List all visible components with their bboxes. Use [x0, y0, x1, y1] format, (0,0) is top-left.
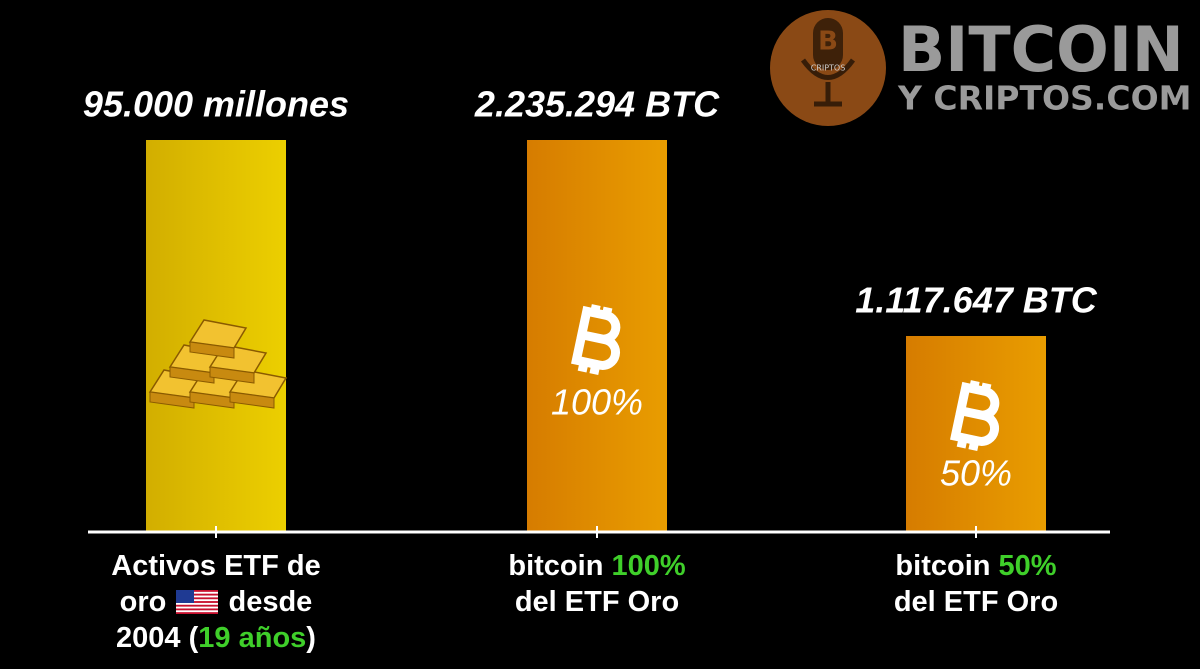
label-part: 100%: [611, 550, 686, 582]
value-label: 50%: [940, 453, 1012, 494]
gold-side: [209, 366, 255, 384]
label-part: Activos ETF de oro: [111, 550, 321, 618]
bitcoin-icon: [571, 304, 621, 376]
gold-side: [189, 341, 235, 359]
x-tick-label: Activos ETF de oro desde 2004 (19 años): [91, 548, 341, 656]
label-part: del ETF Oro: [514, 586, 680, 618]
label-part: ): [306, 622, 316, 654]
logo-badge: CRIPTOS: [811, 64, 846, 73]
label-part: desde 2004 (: [116, 586, 313, 654]
bar-title: 2.235.294 BTC: [474, 84, 720, 125]
label-part: 50%: [998, 550, 1057, 582]
label-part: 19 años: [198, 622, 307, 654]
bar-title: 95.000 millones: [83, 84, 349, 125]
logo: B CRIPTOS BITCOIN Y CRIPTOS.COM: [770, 10, 1191, 126]
gold-icon: [148, 319, 288, 409]
bitcoin-symbol: [571, 304, 621, 376]
bitcoin-icon: [950, 380, 1000, 452]
logo-btc: B: [818, 27, 838, 57]
us-flag: [176, 590, 219, 614]
gold-side: [189, 391, 235, 409]
logo-subtitle: Y CRIPTOS.COM: [897, 79, 1191, 118]
logo-title: BITCOIN: [898, 13, 1184, 86]
value-label: 100%: [551, 382, 643, 423]
bar: [906, 336, 1046, 532]
gold-side: [229, 391, 275, 409]
mic-stand: [800, 58, 856, 107]
mic: [813, 18, 843, 70]
bar-title: 1.117.647 BTC: [855, 280, 1097, 321]
gold-side: [149, 391, 195, 409]
label-part: bitcoin: [895, 550, 991, 582]
x-tick-label: bitcoin 100% del ETF Oro: [472, 548, 722, 620]
gold-side: [169, 366, 215, 384]
label-part: bitcoin: [508, 550, 604, 582]
x-tick-label: bitcoin 50% del ETF Oro: [851, 548, 1101, 620]
label-part: del ETF Oro: [893, 586, 1059, 618]
bitcoin-symbol: [950, 380, 1000, 452]
